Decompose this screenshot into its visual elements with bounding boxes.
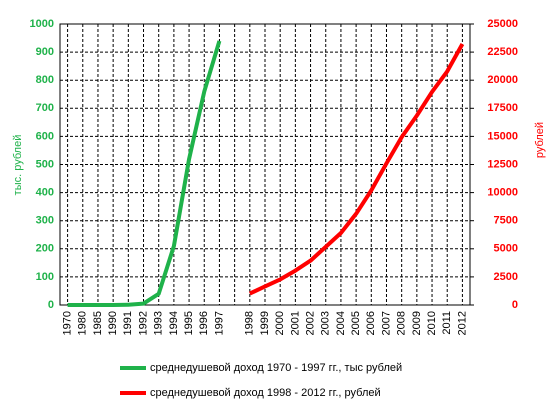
y2-tick-label: 5000 — [494, 243, 518, 255]
y-tick-label: 200 — [36, 243, 54, 255]
x-tick-label: 1985 — [92, 311, 104, 335]
x-tick-label: 2011 — [441, 311, 453, 335]
legend-label: среднедушевой доход 1998 - 2012 гг., руб… — [150, 387, 381, 399]
x-tick-label: 1980 — [77, 311, 89, 335]
x-tick-label: 2005 — [350, 311, 362, 335]
x-tick-label: 2010 — [426, 311, 438, 335]
x-tick-label: 2001 — [289, 311, 301, 335]
x-tick-label: 2006 — [365, 311, 377, 335]
x-tick-label: 2012 — [456, 311, 468, 335]
y-tick-label: 800 — [36, 74, 54, 86]
x-tick-label: 2000 — [274, 311, 286, 335]
y2-tick-label: 17500 — [487, 102, 518, 114]
y-tick-label: 600 — [36, 130, 54, 142]
x-tick-label: 1996 — [198, 311, 210, 335]
x-tick-label: 2008 — [396, 311, 408, 335]
y2-tick-label: 7500 — [494, 215, 518, 227]
y2-axis-label: рублей — [534, 122, 546, 158]
x-tick-label: 1990 — [107, 311, 119, 335]
x-tick-label: 1999 — [259, 311, 271, 335]
y2-tick-label: 20000 — [487, 74, 518, 86]
x-tick-label: 1994 — [168, 311, 180, 335]
series-line — [67, 40, 222, 307]
y-tick-label: 500 — [36, 158, 54, 170]
x-tick-label: 1992 — [137, 311, 149, 335]
y2-tick-label: 22500 — [487, 46, 518, 58]
x-tick-label: 1991 — [122, 311, 134, 335]
plot-frame — [59, 23, 471, 306]
y2-tick-label: 10000 — [487, 187, 518, 199]
y-tick-label: 1000 — [30, 18, 54, 30]
y2-tick-label: 0 — [512, 299, 518, 311]
y-tick-label: 300 — [36, 215, 54, 227]
y-tick-label: 700 — [36, 102, 54, 114]
y2-tick-label: 15000 — [487, 130, 518, 142]
x-tick-label: 1993 — [153, 311, 165, 335]
x-tick-label: 1995 — [183, 311, 195, 335]
y2-tick-label: 25000 — [487, 18, 518, 30]
x-tick-label: 2009 — [411, 311, 423, 335]
series-line — [248, 43, 465, 296]
y2-tick-label: 2500 — [494, 271, 518, 283]
y-tick-label: 0 — [48, 299, 54, 311]
x-tick-label: 1997 — [213, 311, 225, 335]
x-tick-label: 1970 — [61, 311, 73, 335]
y-tick-label: 400 — [36, 187, 54, 199]
y-tick-label: 100 — [36, 271, 54, 283]
x-tick-label: 1998 — [244, 311, 256, 335]
y-tick-label: 900 — [36, 46, 54, 58]
legend-label: среднедушевой доход 1970 - 1997 гг., тыс… — [150, 362, 402, 374]
y-axis-label: тыс. рублей — [12, 135, 24, 196]
x-tick-label: 2007 — [380, 311, 392, 335]
x-tick-label: 2003 — [320, 311, 332, 335]
x-tick-label: 2004 — [335, 311, 347, 335]
y2-tick-label: 12500 — [487, 158, 518, 170]
x-tick-label: 2002 — [304, 311, 316, 335]
